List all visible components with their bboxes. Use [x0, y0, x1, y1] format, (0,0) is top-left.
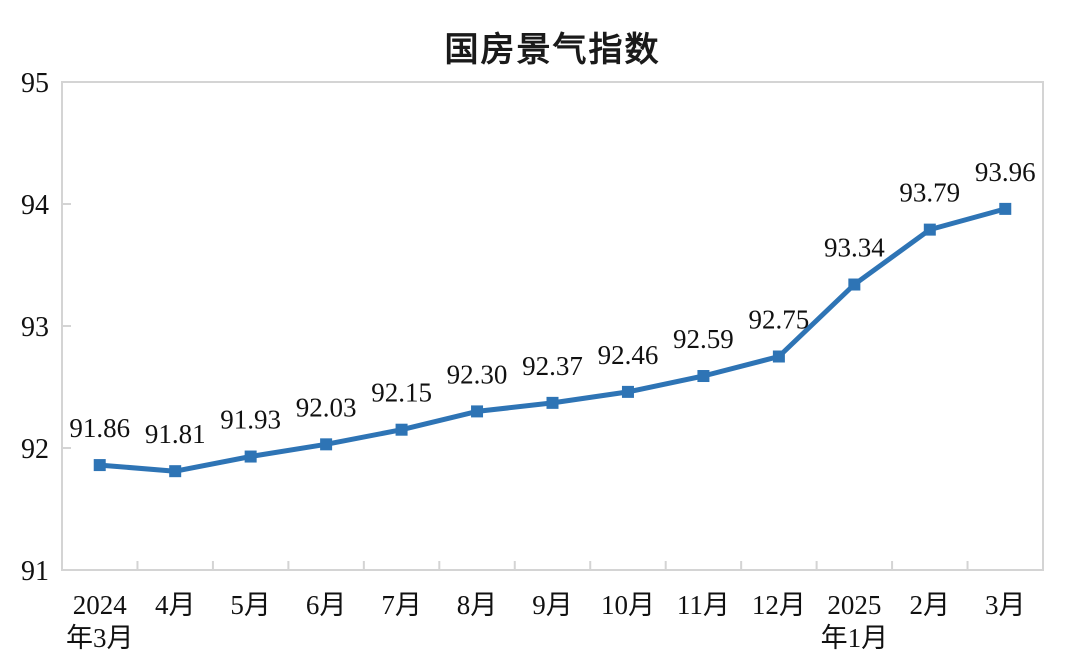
- data-point-marker: [546, 396, 559, 409]
- y-axis-tick-label: 95: [21, 68, 49, 99]
- data-point-label: 92.46: [598, 340, 659, 370]
- x-axis-tick-label: 11月: [677, 590, 730, 620]
- x-axis-tick-label: 3月: [985, 590, 1026, 620]
- data-point-marker: [848, 278, 861, 291]
- x-axis-tick-label: 10月: [601, 590, 655, 620]
- x-axis-tick-label: 9月: [532, 590, 573, 620]
- x-axis-tick-label: 7月: [381, 590, 422, 620]
- data-point-marker: [244, 450, 257, 463]
- x-axis-tick-label: 6月: [306, 590, 347, 620]
- data-point-marker: [93, 459, 106, 472]
- data-point-label: 93.79: [899, 178, 960, 208]
- data-point-label: 91.93: [220, 405, 281, 435]
- data-point-marker: [169, 465, 182, 478]
- data-point-label: 92.03: [296, 392, 357, 422]
- x-axis-tick-label: 2025 年1月: [821, 590, 889, 653]
- data-point-label: 91.86: [69, 413, 130, 443]
- chart-title: 国房景气指数: [444, 32, 661, 69]
- data-point-marker: [320, 438, 333, 451]
- x-axis-tick-label: 8月: [457, 590, 498, 620]
- data-point-marker: [471, 405, 484, 418]
- data-point-label: 92.15: [371, 378, 432, 408]
- data-point-label: 92.59: [673, 324, 734, 354]
- data-point-label: 91.81: [145, 419, 206, 449]
- plot-border: [61, 81, 1044, 571]
- data-point-marker: [395, 423, 408, 436]
- x-axis-tick-label: 4月: [155, 590, 196, 620]
- data-point-marker: [999, 202, 1012, 215]
- y-axis-tick-label: 93: [21, 312, 49, 343]
- data-point-label: 92.37: [522, 351, 583, 381]
- data-point-label: 92.30: [447, 359, 508, 389]
- y-axis-tick-label: 94: [21, 190, 49, 221]
- x-axis-tick-label: 12月: [752, 590, 806, 620]
- x-axis-tick-label: 5月: [230, 590, 271, 620]
- data-point-marker: [697, 370, 710, 383]
- x-axis-tick-label: 2月: [910, 590, 951, 620]
- data-point-label: 93.34: [824, 233, 885, 263]
- data-point-marker: [923, 223, 936, 236]
- y-axis-tick-label: 92: [21, 434, 49, 465]
- data-point-label: 93.96: [975, 157, 1036, 187]
- x-axis-tick-label: 2024 年3月: [66, 590, 134, 653]
- data-point-marker: [772, 350, 785, 363]
- data-point-label: 92.75: [749, 305, 810, 335]
- y-axis-tick-label: 91: [21, 556, 49, 587]
- data-point-marker: [621, 385, 634, 398]
